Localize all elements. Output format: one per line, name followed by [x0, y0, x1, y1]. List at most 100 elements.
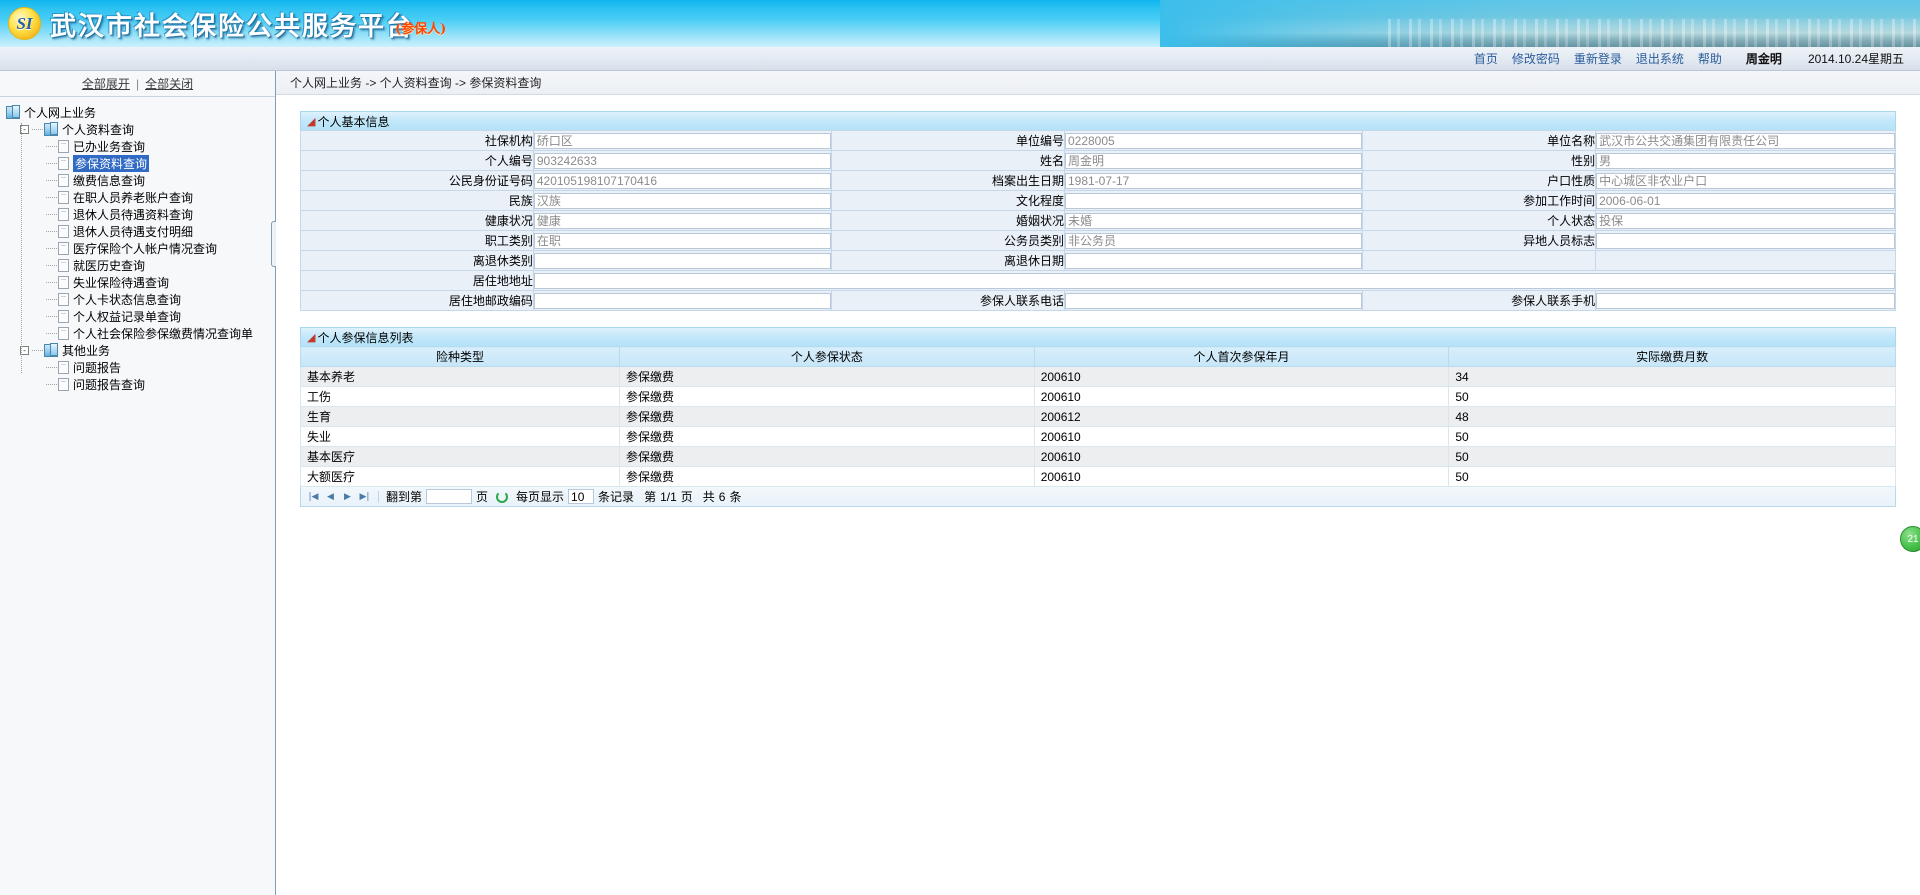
sidebar-item-7[interactable]: 退休人员待遇支付明细	[6, 223, 275, 240]
sidebar-item-10[interactable]: 失业保险待遇查询	[6, 274, 275, 291]
nav-link-logout[interactable]: 退出系统	[1635, 52, 1684, 66]
form-input-单位编号[interactable]	[1064, 132, 1363, 149]
table-row[interactable]: 工伤 参保缴费 200610 50	[300, 386, 1896, 407]
form-input-职工类别[interactable]	[533, 232, 832, 249]
table-row[interactable]: 失业 参保缴费 200610 50	[300, 426, 1896, 447]
sidebar-item-label[interactable]: 个人资料查询	[62, 123, 135, 137]
sidebar-item-label[interactable]: 个人卡状态信息查询	[73, 293, 182, 307]
nav-link-help[interactable]: 帮助	[1697, 52, 1722, 66]
sidebar-item-label[interactable]: 退休人员待遇资料查询	[73, 208, 194, 222]
sidebar-item-4[interactable]: 缴费信息查询	[6, 172, 275, 189]
sidebar-item-14[interactable]: - 其他业务	[6, 342, 275, 359]
form-input-居住地邮政编码[interactable]	[533, 292, 832, 309]
goto-page-input[interactable]	[426, 489, 473, 504]
sidebar-item-13[interactable]: 个人社会保险参保缴费情况查询单	[6, 325, 275, 342]
form-value-cell	[1063, 190, 1364, 211]
form-input-参加工作时间[interactable]	[1596, 192, 1895, 209]
sidebar-item-8[interactable]: 医疗保险个人帐户情况查询	[6, 240, 275, 257]
next-page-button[interactable]: ▶	[344, 491, 351, 502]
form-input-个人编号[interactable]	[533, 152, 832, 169]
form-input-个人状态[interactable]	[1596, 212, 1895, 229]
column-header-0[interactable]: 险种类型	[300, 346, 620, 367]
sidebar-item-5[interactable]: 在职人员养老账户查询	[6, 189, 275, 206]
table-cell: 参保缴费	[619, 426, 1035, 447]
sidebar-item-label[interactable]: 个人社会保险参保缴费情况查询单	[73, 327, 254, 341]
sidebar-item-1[interactable]: - 个人资料查询	[6, 121, 275, 138]
sidebar-item-label[interactable]: 在职人员养老账户查询	[73, 191, 194, 205]
form-input-婚姻状况[interactable]	[1064, 212, 1363, 229]
form-input-参保人联系电话[interactable]	[1064, 292, 1363, 309]
form-input-文化程度[interactable]	[1064, 192, 1363, 209]
form-input-性别[interactable]	[1596, 152, 1895, 169]
page-icon	[58, 327, 69, 340]
collapse-all-link[interactable]: 全部关闭	[145, 77, 194, 91]
floating-side-widget[interactable]: 21	[1900, 526, 1920, 552]
column-header-2[interactable]: 个人首次参保年月	[1033, 346, 1450, 367]
sidebar-item-15[interactable]: 问题报告	[6, 359, 275, 376]
table-row[interactable]: 生育 参保缴费 200612 48	[300, 406, 1896, 427]
form-input-社保机构[interactable]	[533, 132, 832, 149]
form-input-参保人联系手机[interactable]	[1596, 292, 1895, 309]
first-page-button[interactable]: |◀	[308, 491, 319, 502]
form-row: 离退休类别 离退休日期	[300, 250, 1896, 271]
table-cell: 基本养老	[300, 366, 620, 387]
table-cell: 48	[1448, 406, 1896, 427]
table-cell: 50	[1448, 426, 1896, 447]
table-row[interactable]: 大额医疗 参保缴费 200610 50	[300, 466, 1896, 487]
tree-collapse-icon[interactable]: -	[20, 346, 29, 355]
form-input-离退休类别[interactable]	[533, 252, 832, 269]
prev-page-button[interactable]: ◀	[327, 491, 334, 502]
nav-link-change-password[interactable]: 修改密码	[1511, 52, 1560, 66]
form-row: 社保机构 单位编号 单位名称	[300, 130, 1896, 151]
form-input-民族[interactable]	[533, 192, 832, 209]
sidebar-item-label[interactable]: 参保资料查询	[73, 155, 150, 172]
form-input-离退休日期[interactable]	[1064, 252, 1363, 269]
table-row[interactable]: 基本医疗 参保缴费 200610 50	[300, 446, 1896, 467]
form-input-健康状况[interactable]	[533, 212, 832, 229]
sidebar-item-label[interactable]: 医疗保险个人帐户情况查询	[73, 242, 218, 256]
sidebar-item-label[interactable]: 问题报告查询	[73, 378, 146, 392]
form-input-单位名称[interactable]	[1596, 132, 1895, 149]
form-input-异地人员标志[interactable]	[1596, 232, 1895, 249]
content-area: 个人网上业务 -> 个人资料查询 -> 参保资料查询 ◢ 个人基本信息 社保机构…	[276, 71, 1920, 895]
site-title-suffix: (参保人)	[395, 22, 447, 37]
sidebar-item-11[interactable]: 个人卡状态信息查询	[6, 291, 275, 308]
nav-link-relogin[interactable]: 重新登录	[1573, 52, 1622, 66]
form-input-公民身份证号码[interactable]	[533, 172, 832, 189]
form-label-居住地地址: 居住地地址	[300, 270, 534, 291]
sidebar-item-label[interactable]: 已办业务查询	[73, 140, 146, 154]
sidebar-item-label[interactable]: 问题报告	[73, 361, 122, 375]
table-row[interactable]: 基本养老 参保缴费 200610 34	[300, 366, 1896, 387]
form-label-职工类别: 职工类别	[300, 230, 534, 251]
sidebar-item-0[interactable]: 个人网上业务	[6, 104, 275, 121]
sidebar-item-2[interactable]: 已办业务查询	[6, 138, 275, 155]
sidebar-item-label[interactable]: 退休人员待遇支付明细	[73, 225, 194, 239]
nav-link-home[interactable]: 首页	[1473, 52, 1498, 66]
sidebar-item-16[interactable]: 问题报告查询	[6, 376, 275, 393]
column-header-1[interactable]: 个人参保状态	[619, 346, 1035, 367]
sidebar-item-label[interactable]: 个人网上业务	[24, 106, 97, 120]
sidebar-item-label[interactable]: 其他业务	[62, 344, 111, 358]
form-input-公务员类别[interactable]	[1064, 232, 1363, 249]
sidebar-item-label[interactable]: 个人权益记录单查询	[73, 310, 182, 324]
form-input-居住地地址[interactable]	[533, 272, 1895, 289]
expand-all-link[interactable]: 全部展开	[81, 77, 130, 91]
folder-icon	[6, 105, 20, 119]
sidebar-item-3[interactable]: 参保资料查询	[6, 155, 275, 172]
form-input-姓名[interactable]	[1064, 152, 1363, 169]
sidebar-item-12[interactable]: 个人权益记录单查询	[6, 308, 275, 325]
form-input-户口性质[interactable]	[1596, 172, 1895, 189]
column-header-3[interactable]: 实际缴费月数	[1448, 346, 1896, 367]
per-page-input[interactable]	[568, 489, 595, 504]
sidebar-item-label[interactable]: 就医历史查询	[73, 259, 146, 273]
form-input-档案出生日期[interactable]	[1064, 172, 1363, 189]
tree-collapse-icon[interactable]: -	[20, 125, 29, 134]
form-label-性别: 性别	[1362, 150, 1597, 171]
form-value-cell	[1063, 170, 1364, 191]
sidebar-item-label[interactable]: 失业保险待遇查询	[73, 276, 170, 290]
sidebar-item-6[interactable]: 退休人员待遇资料查询	[6, 206, 275, 223]
last-page-button[interactable]: ▶|	[359, 491, 370, 502]
refresh-icon[interactable]	[496, 490, 509, 503]
sidebar-item-9[interactable]: 就医历史查询	[6, 257, 275, 274]
sidebar-item-label[interactable]: 缴费信息查询	[73, 174, 146, 188]
